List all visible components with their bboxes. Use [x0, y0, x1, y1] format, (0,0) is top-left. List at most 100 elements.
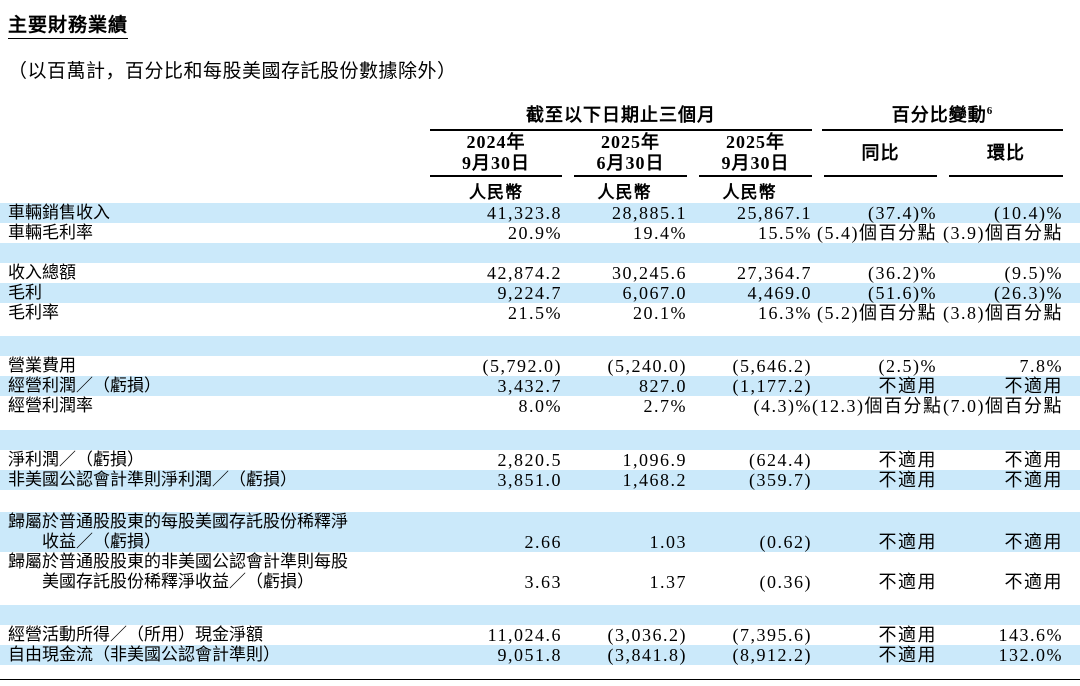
value-cell: 15.5% — [758, 223, 812, 243]
table-body: 車輛銷售收入 41,323.8 28,885.1 25,867.1 (37.4)% (10… — [0, 203, 1080, 665]
value-cell: 不適用 — [878, 376, 937, 396]
value-cell: 9,224.7 — [497, 283, 562, 303]
header-spacer — [8, 104, 430, 131]
value-cell: (12.3)個百分點 — [812, 396, 943, 416]
value-cell: (0.62) — [759, 532, 812, 552]
currency-spacer — [812, 177, 937, 203]
table-row: 非美國公認會計準則淨利潤／（虧損） 3,851.0 1,468.2 (359.7) 不適… — [0, 470, 1080, 490]
row-label: 營業費用 — [8, 356, 76, 375]
row-label: 收入總額 — [8, 263, 76, 282]
value-cell: (5,646.2) — [732, 356, 812, 376]
value-cell: (3.9)個百分點 — [943, 223, 1063, 243]
page-title: 主要財務業績 — [8, 15, 129, 39]
table-row: 毛利 9,224.7 6,067.0 4,469.0 (51.6)% (26.3)% — [0, 283, 1080, 303]
value-cell: 42,874.2 — [487, 263, 562, 283]
row-label: 車輛銷售收入 — [8, 203, 110, 222]
value-cell: 2.7% — [643, 396, 687, 416]
group-label: 百分比變動6 — [891, 105, 994, 125]
spacer-row — [0, 336, 1080, 356]
value-cell: 不適用 — [878, 450, 937, 470]
table-bottom-border — [0, 679, 1080, 680]
spacer-row — [0, 605, 1080, 625]
value-cell: 不適用 — [1004, 376, 1063, 396]
table-row: 淨利潤／（虧損） 2,820.5 1,096.9 (624.4) 不適用 不適用 — [0, 450, 1080, 470]
value-cell: (1,177.2) — [732, 376, 812, 396]
value-cell: 20.9% — [508, 223, 562, 243]
currency-label: 人民幣 — [597, 182, 652, 202]
footnote-ref: 6 — [986, 105, 994, 117]
value-cell: (51.6)% — [868, 283, 937, 303]
value-cell: 2.66 — [524, 532, 562, 552]
spacer-row — [0, 243, 1080, 263]
table-row: 歸屬於普通股股東的每股美國存託股份稀釋淨 收益／（虧損） 2.66 1.03 (0.62… — [0, 512, 1080, 552]
value-cell: 不適用 — [878, 532, 937, 552]
table-row: 收入總額 42,874.2 30,245.6 27,364.7 (36.2)% (9.5)… — [0, 263, 1080, 283]
row-label: 歸屬於普通股股東的每股美國存託股份稀釋淨 收益／（虧損） — [8, 512, 348, 551]
row-label: 淨利潤／（虧損） — [8, 450, 144, 469]
value-cell: (359.7) — [749, 470, 812, 490]
table-row: 經營利潤率 8.0% 2.7% (4.3)% (12.3)個百分點 (7.0)個百分點 — [0, 396, 1080, 416]
value-cell: 1,468.2 — [622, 470, 687, 490]
table-row: 車輛毛利率 20.9% 19.4% 15.5% (5.4)個百分點 (3.9)個百分點 — [0, 223, 1080, 243]
header-spacer — [8, 131, 430, 177]
value-cell: 1.37 — [649, 572, 687, 592]
col-header-2025-06-30: 2025年 6月30日 — [574, 131, 687, 177]
table-row: 自由現金流（非美國公認會計準則） 9,051.8 (3,841.8) (8,912.2… — [0, 645, 1080, 665]
value-cell: 9,051.8 — [497, 645, 562, 665]
currency-label: 人民幣 — [722, 182, 777, 202]
col-header-qoq: 環比 — [949, 131, 1063, 177]
col-header-yoy: 同比 — [824, 131, 937, 177]
value-cell: 27,364.7 — [737, 263, 812, 283]
value-cell: 4,469.0 — [747, 283, 812, 303]
value-cell: (624.4) — [749, 450, 812, 470]
row-label: 自由現金流（非美國公認會計準則） — [8, 645, 280, 664]
value-cell: (36.2)% — [868, 263, 937, 283]
row-label: 經營活動所得／（所用）現金淨額 — [8, 625, 263, 644]
value-cell: (5,240.0) — [607, 356, 687, 376]
value-cell: (5.4)個百分點 — [817, 223, 937, 243]
value-cell: 20.1% — [633, 303, 687, 323]
table-row: 經營活動所得／（所用）現金淨額 11,024.6 (3,036.2) (7,395.6… — [0, 625, 1080, 645]
value-cell: (26.3)% — [994, 283, 1063, 303]
spacer-row — [0, 430, 1080, 450]
value-cell: (8,912.2) — [732, 645, 812, 665]
col-header-2024-09-30: 2024年 9月30日 — [430, 131, 562, 177]
value-cell: 不適用 — [1004, 532, 1063, 552]
value-cell: 不適用 — [1004, 450, 1063, 470]
header-dates-row: 2024年 9月30日 2025年 6月30日 2025年 9月30日 同比 環… — [0, 131, 1080, 177]
value-cell: 不適用 — [878, 645, 937, 665]
value-cell: (3,841.8) — [607, 645, 687, 665]
value-cell: 8.0% — [518, 396, 562, 416]
value-cell: (2.5)% — [878, 356, 937, 376]
value-cell: 3.63 — [524, 572, 562, 592]
row-label: 非美國公認會計準則淨利潤／（虧損） — [8, 470, 297, 489]
row-label: 經營利潤率 — [8, 396, 93, 415]
header-spacer — [8, 177, 430, 203]
value-cell: (5,792.0) — [482, 356, 562, 376]
currency-spacer — [937, 177, 1063, 203]
value-cell: 21.5% — [508, 303, 562, 323]
table-row: 車輛銷售收入 41,323.8 28,885.1 25,867.1 (37.4)% (10… — [0, 203, 1080, 223]
value-cell: 28,885.1 — [612, 203, 687, 223]
financial-results-table: 截至以下日期止三個月 百分比變動6 2024年 9月30日 2025年 6月30… — [0, 104, 1080, 680]
value-cell: 11,024.6 — [487, 625, 562, 645]
value-cell: 30,245.6 — [612, 263, 687, 283]
value-cell: 19.4% — [633, 223, 687, 243]
value-cell: 16.3% — [758, 303, 812, 323]
value-cell: (3.8)個百分點 — [943, 303, 1063, 323]
value-cell: (9.5)% — [1004, 263, 1063, 283]
row-label: 車輛毛利率 — [8, 223, 93, 242]
value-cell: 827.0 — [639, 376, 687, 396]
value-cell: 132.0% — [998, 645, 1063, 665]
col-header-2025-09-30: 2025年 9月30日 — [699, 131, 812, 177]
header-group-row: 截至以下日期止三個月 百分比變動6 — [0, 104, 1080, 131]
page-subtitle: （以百萬計，百分比和每股美國存託股份數據除外） — [8, 61, 457, 82]
value-cell: 不適用 — [1004, 572, 1063, 592]
value-cell: 不適用 — [878, 572, 937, 592]
row-label: 歸屬於普通股股東的非美國公認會計準則每股 美國存託股份稀釋淨收益／（虧損） — [8, 552, 348, 591]
value-cell: 1.03 — [649, 532, 687, 552]
value-cell: 3,432.7 — [497, 376, 562, 396]
value-cell: 6,067.0 — [622, 283, 687, 303]
value-cell: (7.0)個百分點 — [943, 396, 1063, 416]
